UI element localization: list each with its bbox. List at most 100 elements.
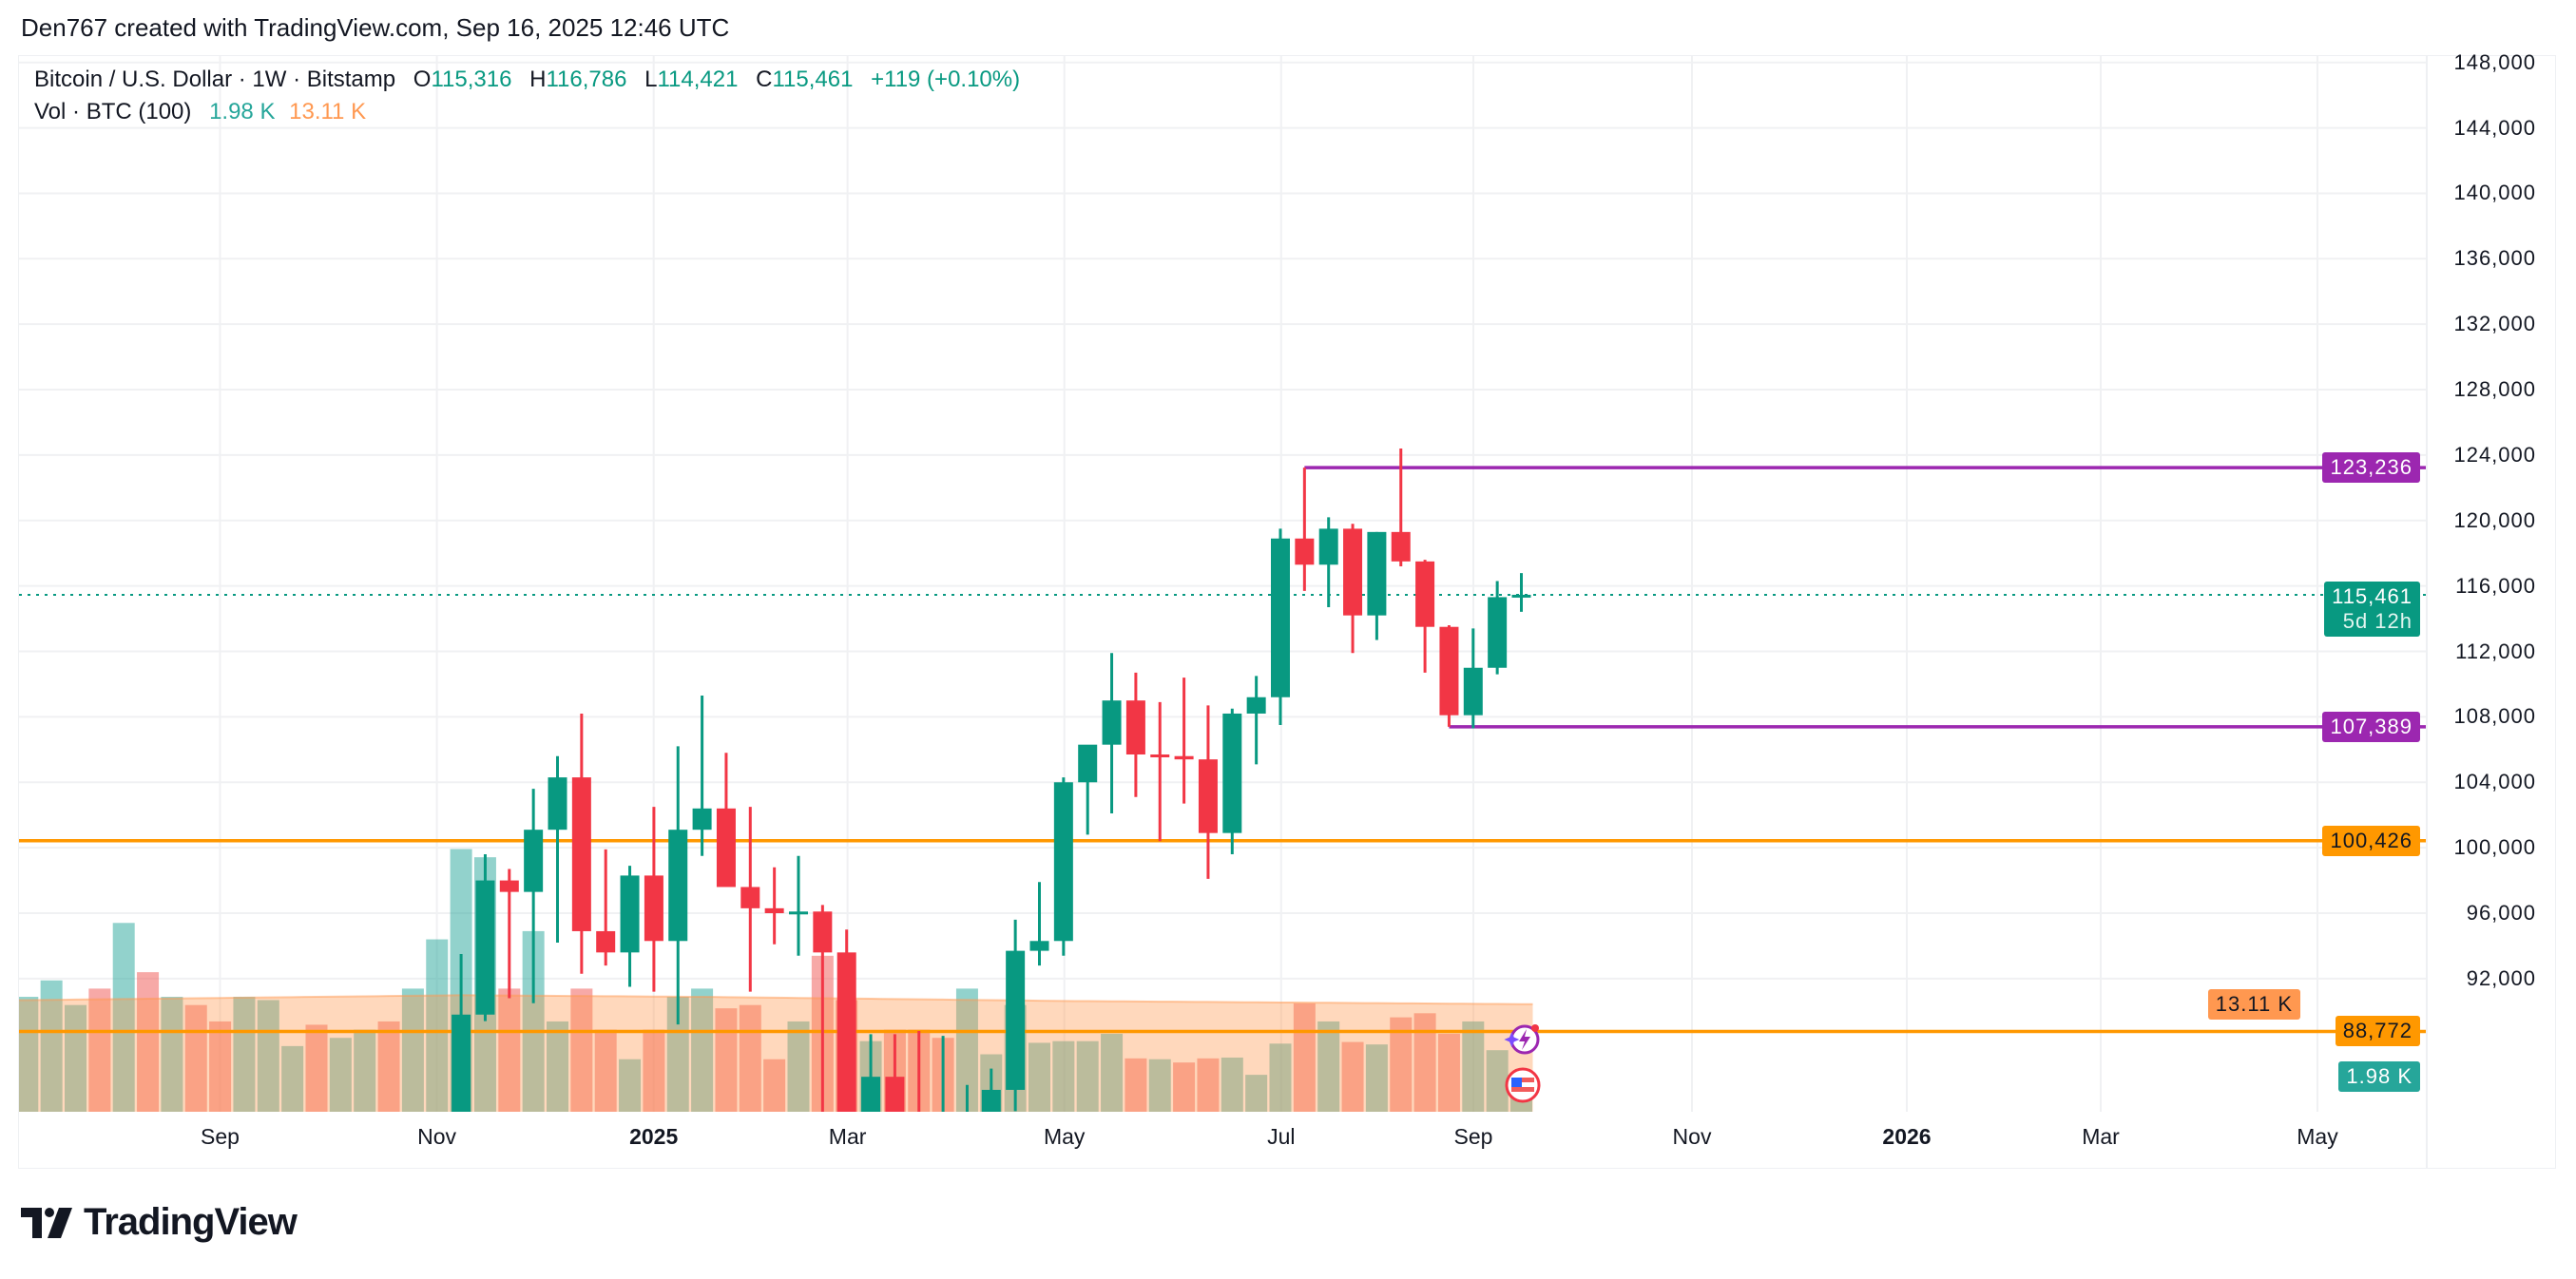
- volume-bar: [691, 988, 714, 1112]
- price-tick-label: 124,000: [2453, 442, 2536, 467]
- candle-body: [1439, 626, 1459, 716]
- volume-bar: [619, 1059, 642, 1112]
- candle-body: [836, 952, 856, 1112]
- candle-body: [957, 1113, 976, 1119]
- volume-bar: [1486, 1050, 1509, 1112]
- open-value: 115,316: [431, 67, 512, 92]
- candle-body: [571, 777, 591, 931]
- candle: [1006, 919, 1026, 1112]
- candle-body: [981, 1089, 1001, 1112]
- price-tick-label: 112,000: [2455, 639, 2536, 663]
- low-label: L: [644, 67, 658, 92]
- volume-title[interactable]: Vol · BTC (100): [34, 99, 192, 124]
- candle: [861, 1034, 881, 1112]
- us-flag-event-icon[interactable]: [1504, 1066, 1542, 1104]
- price-tick-label: 100,000: [2453, 835, 2536, 860]
- volume-bar: [522, 930, 545, 1112]
- volume-bar: [1365, 1044, 1388, 1112]
- volume-bar: [1341, 1041, 1364, 1112]
- high-line-price-label: 123,236: [2322, 452, 2420, 484]
- volume-bar: [112, 923, 135, 1112]
- candle: [571, 713, 591, 974]
- volume-bar: [715, 1008, 738, 1112]
- candle: [1053, 777, 1073, 956]
- candle: [548, 755, 567, 944]
- candle: [1198, 705, 1218, 879]
- candle-body: [933, 1119, 952, 1136]
- volume-bar: [377, 1021, 400, 1112]
- time-tick-label: May: [1043, 1124, 1086, 1149]
- volume-bar: [643, 1029, 665, 1112]
- ai-lightning-icon[interactable]: [1504, 1021, 1542, 1059]
- volume-bar: [1269, 1043, 1292, 1112]
- volume-bar: [570, 988, 593, 1112]
- candle: [1511, 573, 1531, 612]
- candle: [1439, 624, 1459, 727]
- candle-body: [861, 1077, 881, 1112]
- candle-body: [1246, 697, 1266, 714]
- candle-body: [764, 907, 784, 914]
- volume-bar: [1197, 1058, 1220, 1112]
- candle: [692, 696, 712, 856]
- volume-bar: [209, 1021, 232, 1112]
- price-tick-label: 144,000: [2453, 115, 2536, 140]
- candle-body: [1415, 561, 1435, 627]
- candle-body: [1222, 713, 1242, 833]
- candle: [1029, 882, 1049, 966]
- volume-bar: [1028, 1042, 1050, 1112]
- candle: [452, 954, 471, 1112]
- candle-body: [740, 887, 760, 908]
- volume-bar: [88, 988, 111, 1112]
- volume-bar: [1221, 1057, 1243, 1112]
- open-label: O: [413, 67, 432, 92]
- candles: [452, 449, 1531, 1136]
- volume-ma-value: 13.11 K: [289, 99, 367, 124]
- time-tick-label: Mar: [2082, 1124, 2120, 1149]
- volume-bar: [1245, 1075, 1268, 1112]
- candle: [524, 789, 544, 1003]
- volume-bar: [1173, 1062, 1196, 1112]
- candle: [764, 867, 784, 945]
- volume-bar: [763, 1059, 786, 1112]
- time-tick-label: 2025: [629, 1124, 679, 1149]
- candle: [499, 869, 519, 999]
- candle-body: [1271, 538, 1290, 697]
- symbol-title[interactable]: Bitcoin / U.S. Dollar · 1W · Bitstamp: [34, 67, 396, 92]
- candle-body: [716, 808, 736, 888]
- time-tick-label: 2026: [1882, 1124, 1932, 1149]
- candle-body: [1029, 941, 1049, 951]
- time-tick-label: Nov: [417, 1124, 457, 1149]
- volume-bar: [1317, 1021, 1340, 1112]
- support-2-price-label: 88,772: [2335, 1016, 2420, 1047]
- candle-body: [1295, 538, 1315, 565]
- high-value: 116,786: [546, 67, 627, 92]
- candle-body: [668, 830, 688, 942]
- candle: [1463, 628, 1483, 729]
- low-value: 114,421: [657, 67, 739, 92]
- price-tick-label: 92,000: [2466, 965, 2536, 990]
- volume-bar: [257, 1000, 279, 1112]
- candle: [620, 866, 640, 987]
- tradingview-logo[interactable]: TradingView: [21, 1201, 298, 1244]
- candle: [475, 854, 495, 1021]
- volume-bar: [161, 997, 183, 1112]
- candle-body: [1318, 528, 1338, 565]
- volume-bar: [401, 988, 424, 1112]
- volume-bar: [1462, 1021, 1485, 1112]
- candle: [1343, 524, 1363, 654]
- candle-body: [1367, 531, 1387, 616]
- candle-body: [620, 875, 640, 953]
- candle: [1271, 528, 1290, 726]
- candle: [789, 855, 808, 956]
- candle: [1174, 678, 1194, 804]
- change-value: +119 (+0.10%): [871, 67, 1021, 92]
- candle-body: [1150, 754, 1170, 758]
- last-price-value: 115,461: [2332, 583, 2413, 608]
- time-tick-label: Mar: [828, 1124, 867, 1149]
- volume-bar: [666, 997, 689, 1112]
- tradingview-logo-text: TradingView: [84, 1201, 298, 1243]
- candle-body: [813, 911, 833, 953]
- volume-bar: [281, 1045, 304, 1112]
- volume-bar: [426, 939, 449, 1112]
